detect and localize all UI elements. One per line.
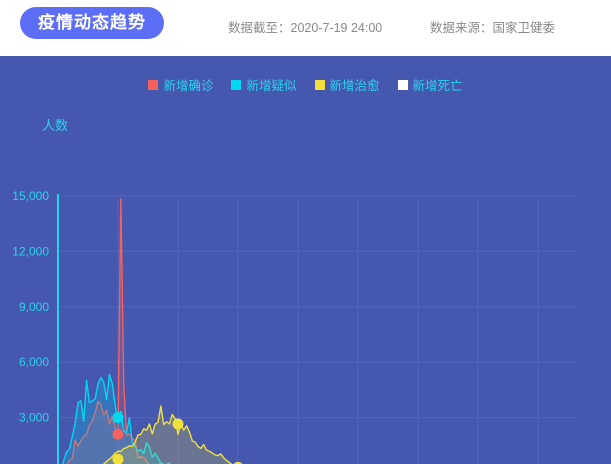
series-line-0 xyxy=(66,198,163,464)
legend-label: 新增治愈 xyxy=(329,79,380,93)
page-title: 疫情动态趋势 xyxy=(20,7,164,39)
page-header: 疫情动态趋势 数据截至：2020-7-19 24:00 数据来源：国家卫健委 xyxy=(0,0,611,56)
y-tick-label: 6,000 xyxy=(19,355,49,369)
series-area-2 xyxy=(103,406,232,464)
legend-item-3[interactable]: 新增死亡 xyxy=(397,75,463,94)
y-tick-label: 12,000 xyxy=(12,244,49,258)
data-as-of-label: 数据截至：2020-7-19 24:00 xyxy=(228,21,383,35)
series-area-0 xyxy=(67,198,162,464)
legend-swatch-icon xyxy=(314,79,325,90)
legend-item-2[interactable]: 新增治愈 xyxy=(314,75,380,94)
data-point-marker[interactable] xyxy=(172,418,184,430)
legend-label: 新增确诊 xyxy=(163,79,214,93)
series-line-2 xyxy=(102,405,233,464)
legend-item-0[interactable]: 新增确诊 xyxy=(148,75,213,94)
data-point-marker[interactable] xyxy=(112,412,124,424)
y-axis-title: 人数 xyxy=(42,118,69,133)
chart-legend: 新增确诊 新增疑似 新增治愈 新增死亡 xyxy=(0,75,611,94)
data-point-marker[interactable] xyxy=(112,453,124,464)
legend-item-1[interactable]: 新增疑似 xyxy=(231,75,297,94)
data-point-marker[interactable] xyxy=(233,461,244,464)
data-point-marker[interactable] xyxy=(112,428,124,440)
legend-swatch-icon xyxy=(397,79,408,90)
y-tick-label: 9,000 xyxy=(19,300,49,314)
legend-label: 新增疑似 xyxy=(246,79,297,93)
legend-swatch-icon xyxy=(148,79,159,90)
y-tick-label: 15,000 xyxy=(12,189,49,203)
legend-swatch-icon xyxy=(231,79,242,90)
series-line-1 xyxy=(62,373,171,464)
trend-line-chart: 03,0006,0009,00012,00015,0001月20日2月10日3月… xyxy=(12,189,578,464)
y-tick-label: 3,000 xyxy=(19,411,49,425)
legend-label: 新增死亡 xyxy=(412,79,463,93)
data-source-label: 数据来源：国家卫健委 xyxy=(430,21,556,35)
